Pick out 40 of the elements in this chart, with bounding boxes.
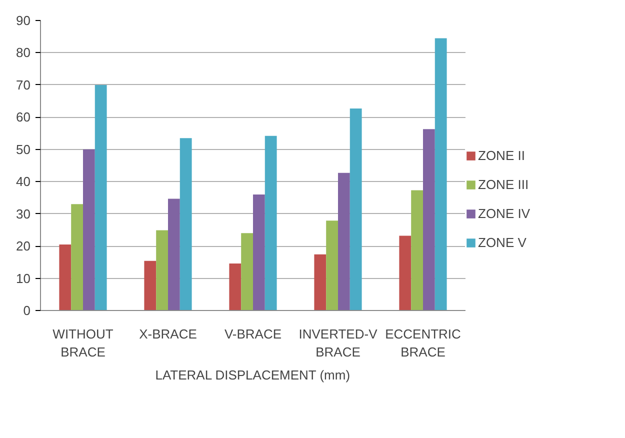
legend-label: ZONE IV (478, 206, 530, 221)
bar (144, 260, 156, 310)
bar (241, 233, 253, 310)
bar (264, 136, 277, 310)
y-tick-label: 0 (23, 303, 31, 318)
y-tick-label: 90 (16, 13, 31, 28)
y-tick-label: 50 (16, 142, 31, 157)
legend-label: ZONE III (478, 177, 529, 192)
y-tick-label: 80 (16, 45, 31, 60)
y-tick-label: 60 (16, 110, 31, 125)
y-tick-label: 10 (16, 270, 31, 286)
y-tick-label: 40 (16, 174, 31, 190)
bar (411, 190, 423, 310)
bar (253, 194, 265, 310)
bar (59, 244, 72, 310)
x-tick-label: V-BRACE (224, 326, 282, 342)
x-tick-label: ECCENTRIC BRACE (385, 326, 461, 360)
bar (180, 138, 192, 310)
bar (314, 254, 326, 310)
y-tick-label: 20 (16, 238, 31, 254)
bar (423, 129, 435, 310)
x-tick-label: X-BRACE (139, 326, 198, 342)
bar (156, 230, 168, 310)
legend-label: ZONE II (478, 148, 525, 163)
bar (71, 204, 83, 310)
y-tick-label: 70 (16, 77, 31, 92)
bar (83, 149, 95, 310)
y-tick-label: 30 (16, 206, 31, 222)
bar (168, 198, 180, 310)
bar (350, 108, 362, 310)
bar (229, 263, 242, 310)
bar (399, 236, 412, 310)
legend-label: ZONE V (478, 235, 526, 250)
bar (326, 220, 338, 310)
x-tick-label: WITHOUT BRACE (52, 326, 114, 360)
bar (434, 38, 447, 310)
bar (338, 172, 350, 310)
x-axis-title: LATERAL DISPLACEMENT (mm) (155, 368, 350, 382)
bar (94, 84, 107, 310)
x-tick-label: INVERTED-V BRACE (298, 326, 378, 360)
